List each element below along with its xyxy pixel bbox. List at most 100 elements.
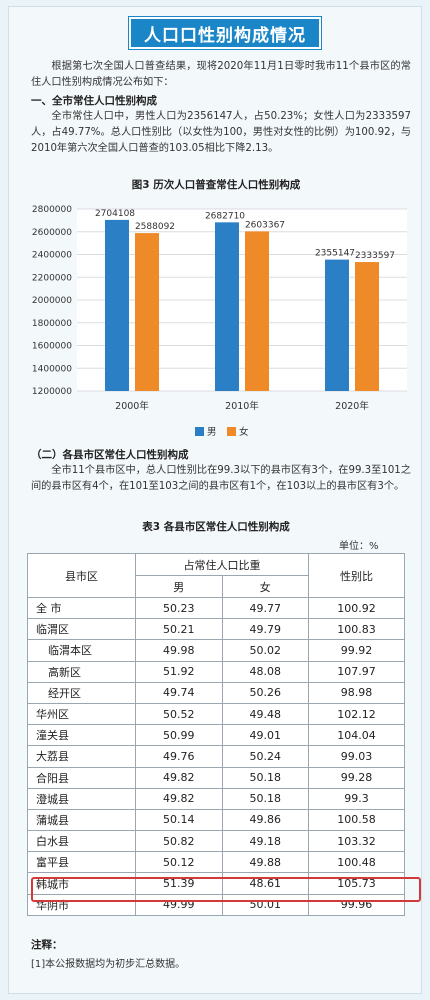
- table-caption: 表3 各县市区常住人口性别构成: [142, 521, 290, 533]
- data-label: 2355147: [315, 249, 355, 259]
- row-male: 50.52: [135, 702, 223, 726]
- legend-label: 女: [239, 426, 249, 438]
- table-row: 经开区 49.74 50.26 98.98: [27, 681, 405, 704]
- row-name: 富平县: [27, 851, 136, 874]
- row-male: 50.14: [135, 808, 223, 832]
- bar: [215, 222, 239, 391]
- row-female: 50.24: [221, 745, 309, 768]
- header-share: 占常住人口比重: [135, 553, 309, 576]
- row-ratio: 107.97: [308, 660, 405, 683]
- header-female: 女: [221, 575, 309, 598]
- row-female: 49.86: [221, 808, 309, 832]
- row-name: 高新区: [27, 660, 136, 683]
- row-ratio: 104.04: [308, 724, 405, 747]
- row-male: 49.82: [135, 766, 223, 789]
- table-row: 临渭区 50.21 49.79 100.83: [27, 618, 405, 641]
- row-female: 49.79: [221, 618, 309, 641]
- header-region: 县市区: [27, 553, 136, 598]
- section1-heading: 一、全市常住人口性别构成: [31, 95, 157, 107]
- row-ratio: 99.92: [308, 639, 405, 662]
- bar: [245, 231, 269, 391]
- row-ratio: 99.28: [308, 766, 405, 789]
- row-name: 临渭区: [27, 618, 136, 641]
- table-row: 富平县 50.12 49.88 100.48: [27, 851, 405, 874]
- legend-swatch: [195, 427, 204, 436]
- row-name: 经开区: [27, 681, 136, 704]
- chart-caption: 图3 历次人口普查常住人口性别构成: [131, 179, 301, 191]
- notes-text: [1]本公报数据均为初步汇总数据。: [31, 959, 186, 970]
- y-tick-label: 2400000: [32, 251, 72, 261]
- y-tick-label: 1800000: [32, 319, 72, 329]
- y-tick-label: 1200000: [32, 387, 72, 397]
- highlight-box: [31, 877, 421, 902]
- row-male: 50.12: [135, 851, 223, 874]
- x-tick-label: 2000年: [115, 400, 149, 412]
- row-name: 全 市: [27, 596, 136, 620]
- bar: [135, 233, 159, 391]
- table-row: 白水县 50.82 49.18 103.32: [27, 830, 405, 853]
- data-label: 2704108: [95, 209, 135, 219]
- table-row: 高新区 51.92 48.08 107.97: [27, 660, 405, 683]
- row-male: 49.82: [135, 787, 223, 810]
- row-ratio: 98.98: [308, 681, 405, 704]
- row-name: 华州区: [27, 702, 136, 726]
- section1-paragraph: 全市常住人口中，男性人口为2356147人，占50.23%；女性人口为23335…: [31, 111, 411, 154]
- table-row: 华州区 50.52 49.48 102.12: [27, 702, 405, 726]
- legend-label: 男: [207, 427, 217, 438]
- row-male: 50.23: [135, 596, 223, 620]
- row-female: 49.48: [221, 702, 309, 726]
- y-tick-label: 2800000: [32, 205, 72, 215]
- row-female: 49.18: [221, 830, 309, 853]
- row-male: 50.99: [135, 724, 223, 747]
- table-row: 蒲城县 50.14 49.86 100.58: [27, 808, 405, 832]
- document-page: 人口口性别构成情况 根据第七次全国人口普查结果，现将2020年11月1日零时我市…: [8, 6, 422, 994]
- row-male: 49.74: [135, 681, 223, 704]
- x-tick-label: 2010年: [225, 400, 259, 412]
- row-female: 50.18: [221, 787, 309, 810]
- bar: [105, 219, 129, 391]
- page-title: 人口口性别构成情况: [129, 17, 321, 49]
- table-row: 潼关县 50.99 49.01 104.04: [27, 724, 405, 747]
- row-male: 50.21: [135, 618, 223, 641]
- row-ratio: 99.03: [308, 745, 405, 768]
- row-ratio: 100.58: [308, 808, 405, 832]
- notes-title: 注释：: [31, 939, 63, 951]
- row-female: 49.88: [221, 851, 309, 874]
- row-name: 大荔县: [27, 745, 136, 768]
- bar: [355, 262, 379, 391]
- row-male: 49.76: [135, 745, 223, 768]
- row-ratio: 100.83: [308, 618, 405, 641]
- bar-chart: 1200000 1400000 1600000 1800000 2000000 22000…: [32, 205, 407, 438]
- y-tick-label: 1400000: [32, 364, 72, 374]
- row-male: 49.98: [135, 639, 223, 662]
- data-label: 2333597: [355, 251, 395, 261]
- y-tick-label: 2200000: [32, 273, 72, 283]
- intro-paragraph: 根据第七次全国人口普查结果，现将2020年11月1日零时我市11个县市区的常住人…: [31, 61, 411, 88]
- row-name: 白水县: [27, 830, 136, 853]
- table-row: 临渭本区 49.98 50.02 99.92: [27, 639, 405, 662]
- table-row: 澄城县 49.82 50.18 99.3: [27, 787, 405, 810]
- row-ratio: 100.48: [308, 851, 405, 874]
- table-row: 合阳县 49.82 50.18 99.28: [27, 766, 405, 789]
- row-name: 澄城县: [27, 787, 136, 810]
- y-tick-label: 2600000: [32, 228, 72, 238]
- bar: [325, 259, 349, 391]
- row-ratio: 102.12: [308, 702, 405, 726]
- table-row: 大荔县 49.76 50.24 99.03: [27, 745, 405, 768]
- row-female: 50.26: [221, 681, 309, 704]
- y-tick-label: 1600000: [32, 342, 72, 352]
- row-male: 51.92: [135, 660, 223, 683]
- data-label: 2603367: [245, 220, 285, 230]
- row-name: 合阳县: [27, 766, 136, 789]
- header-male: 男: [135, 575, 223, 598]
- data-label: 2588092: [135, 222, 175, 232]
- row-ratio: 100.92: [308, 596, 405, 620]
- row-ratio: 103.32: [308, 830, 405, 853]
- row-female: 50.02: [221, 639, 309, 662]
- row-name: 潼关县: [27, 724, 136, 747]
- table-row: 全 市 50.23 49.77 100.92: [27, 596, 405, 620]
- y-tick-label: 2000000: [32, 296, 72, 306]
- row-male: 50.82: [135, 830, 223, 853]
- row-ratio: 99.3: [308, 787, 405, 810]
- header-ratio: 性别比: [308, 553, 405, 598]
